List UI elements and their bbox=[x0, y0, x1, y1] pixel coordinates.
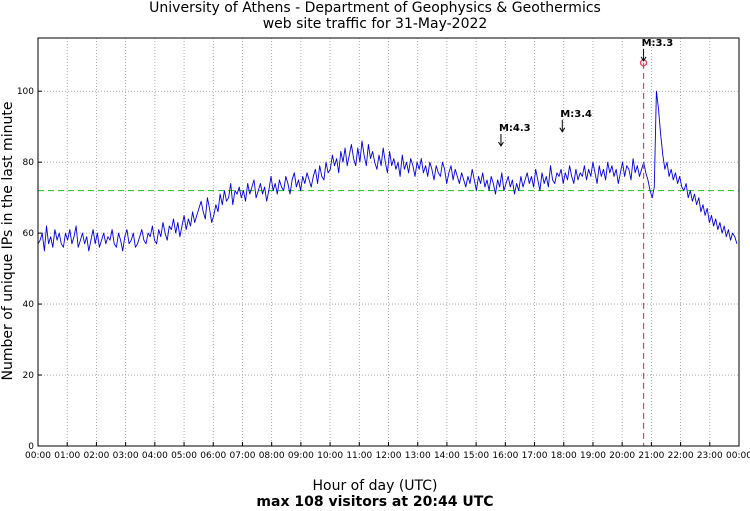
annotation-label: M:4.3 bbox=[499, 123, 531, 134]
x-tick-label: 13:00 bbox=[405, 451, 431, 461]
x-tick-label: 09:00 bbox=[288, 451, 314, 461]
chart-title: University of Athens - Department of Geo… bbox=[149, 0, 601, 16]
x-tick-label: 19:00 bbox=[580, 451, 606, 461]
x-tick-label: 00:00 bbox=[25, 451, 51, 461]
x-axis-label: Hour of day (UTC) bbox=[312, 478, 438, 494]
x-tick-label: 15:00 bbox=[463, 451, 489, 461]
chart-footer: max 108 visitors at 20:44 UTC bbox=[256, 494, 494, 510]
annotation-arrowhead bbox=[559, 127, 566, 133]
x-tick-label: 23:00 bbox=[697, 451, 723, 461]
y-tick-label: 80 bbox=[23, 158, 35, 168]
x-tick-label: 14:00 bbox=[434, 451, 460, 461]
x-tick-label: 05:00 bbox=[171, 451, 197, 461]
x-tick-label: 06:00 bbox=[200, 451, 226, 461]
x-tick-label: 20:00 bbox=[609, 451, 635, 461]
x-tick-label: 04:00 bbox=[142, 451, 168, 461]
x-tick-label: 07:00 bbox=[229, 451, 255, 461]
x-tick-label: 18:00 bbox=[551, 451, 577, 461]
x-tick-label: 11:00 bbox=[346, 451, 372, 461]
x-tick-label: 12:00 bbox=[376, 451, 402, 461]
x-tick-label: 21:00 bbox=[638, 451, 664, 461]
x-tick-label: 08:00 bbox=[259, 451, 285, 461]
y-tick-label: 20 bbox=[23, 371, 35, 381]
annotation-label: M:3.4 bbox=[560, 109, 592, 120]
x-tick-label: 10:00 bbox=[317, 451, 343, 461]
x-tick-label: 01:00 bbox=[54, 451, 80, 461]
y-tick-label: 60 bbox=[23, 229, 35, 239]
chart-subtitle: web site traffic for 31-May-2022 bbox=[262, 16, 488, 32]
annotation-arrowhead bbox=[640, 56, 647, 62]
plot-frame bbox=[37, 37, 740, 447]
x-tick-label: 03:00 bbox=[113, 451, 139, 461]
annotation-label: M:3.3 bbox=[642, 38, 674, 49]
y-tick-label: 40 bbox=[23, 300, 35, 310]
annotation-arrowhead bbox=[498, 141, 504, 147]
x-tick-label: 02:00 bbox=[83, 451, 109, 461]
y-tick-label: 100 bbox=[17, 87, 34, 97]
y-tick-label: 0 bbox=[28, 442, 34, 452]
x-tick-label: 22:00 bbox=[668, 451, 694, 461]
traffic-series-line bbox=[37, 90, 738, 252]
x-tick-label: 00:00 bbox=[726, 451, 750, 461]
x-tick-label: 17:00 bbox=[522, 451, 548, 461]
x-tick-label: 16:00 bbox=[492, 451, 518, 461]
